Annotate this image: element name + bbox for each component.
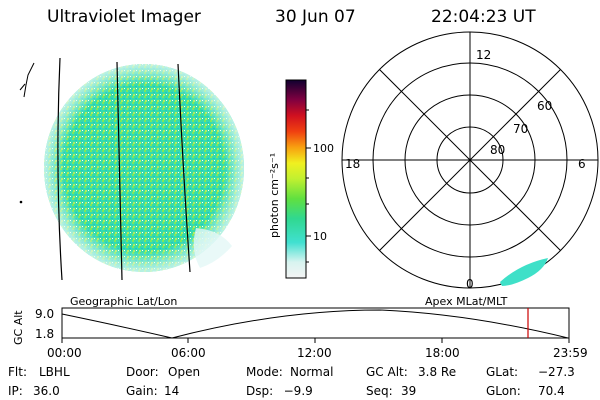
mlat-label-60: 60 xyxy=(537,99,552,113)
door-label: Door: xyxy=(126,365,159,379)
door-value: Open xyxy=(168,365,201,379)
geographic-meridians xyxy=(57,57,191,281)
mlt-label-12: 12 xyxy=(476,48,491,62)
polar-grid xyxy=(341,31,599,289)
colorbar-tick-100: 100 xyxy=(313,142,334,155)
observation-time: 22:04:23 UT xyxy=(431,7,536,27)
gain-value: 14 xyxy=(164,384,180,398)
gc-alt-value: 3.8 Re xyxy=(418,365,457,379)
dsp-value: −9.9 xyxy=(276,384,313,398)
colorbar-unit-label: photon cm⁻²s⁻¹ xyxy=(268,153,281,238)
ip-value: 36.0 xyxy=(33,384,60,398)
observation-date: 30 Jun 07 xyxy=(275,7,356,27)
flight-filter-label: Flt: xyxy=(8,365,27,379)
dsp-label: Dsp: xyxy=(246,384,274,398)
flight-filter-value: LBHL xyxy=(39,365,70,379)
instrument-title: Ultraviolet Imager xyxy=(47,7,201,27)
mlt-label-6: 6 xyxy=(578,157,586,171)
mlat-label-70: 70 xyxy=(513,122,528,136)
coastline-fragment xyxy=(19,62,35,204)
seq-label: Seq: xyxy=(366,384,393,398)
colorbar-tick-10: 10 xyxy=(313,230,327,243)
auroral-patch xyxy=(500,258,548,286)
glat-value: −27.3 xyxy=(538,365,575,379)
color-scale-bar xyxy=(285,79,311,279)
altitude-plot xyxy=(61,307,570,343)
mode-label: Mode: xyxy=(246,365,283,379)
time-tick-1800: 18:00 xyxy=(425,346,460,360)
glon-value: 70.4 xyxy=(538,384,565,398)
mlt-label-0: 0 xyxy=(466,277,474,291)
mode-value: Normal xyxy=(290,365,334,379)
gain-label: Gain: xyxy=(126,384,158,398)
gc-alt-label: GC Alt: xyxy=(366,365,408,379)
seq-value: 39 xyxy=(401,384,417,398)
geographic-caption: Geographic Lat/Lon xyxy=(70,295,178,308)
time-tick-0000: 00:00 xyxy=(47,346,82,360)
time-tick-1200: 12:00 xyxy=(297,346,332,360)
glon-label: GLon: xyxy=(486,384,521,398)
altitude-axis-label: GC Alt xyxy=(12,310,25,345)
ip-label: IP: xyxy=(8,384,23,398)
apex-caption: Apex MLat/MLT xyxy=(425,295,508,308)
altitude-min-label: 1.8 xyxy=(35,327,55,341)
mlat-label-80: 80 xyxy=(490,143,505,157)
glat-label: GLat: xyxy=(486,365,519,379)
time-tick-2359: 23:59 xyxy=(553,346,588,360)
altitude-max-label: 9.0 xyxy=(35,307,55,321)
mlt-label-18: 18 xyxy=(345,157,360,171)
uv-image-disk xyxy=(44,64,244,272)
time-tick-0600: 06:00 xyxy=(171,346,206,360)
